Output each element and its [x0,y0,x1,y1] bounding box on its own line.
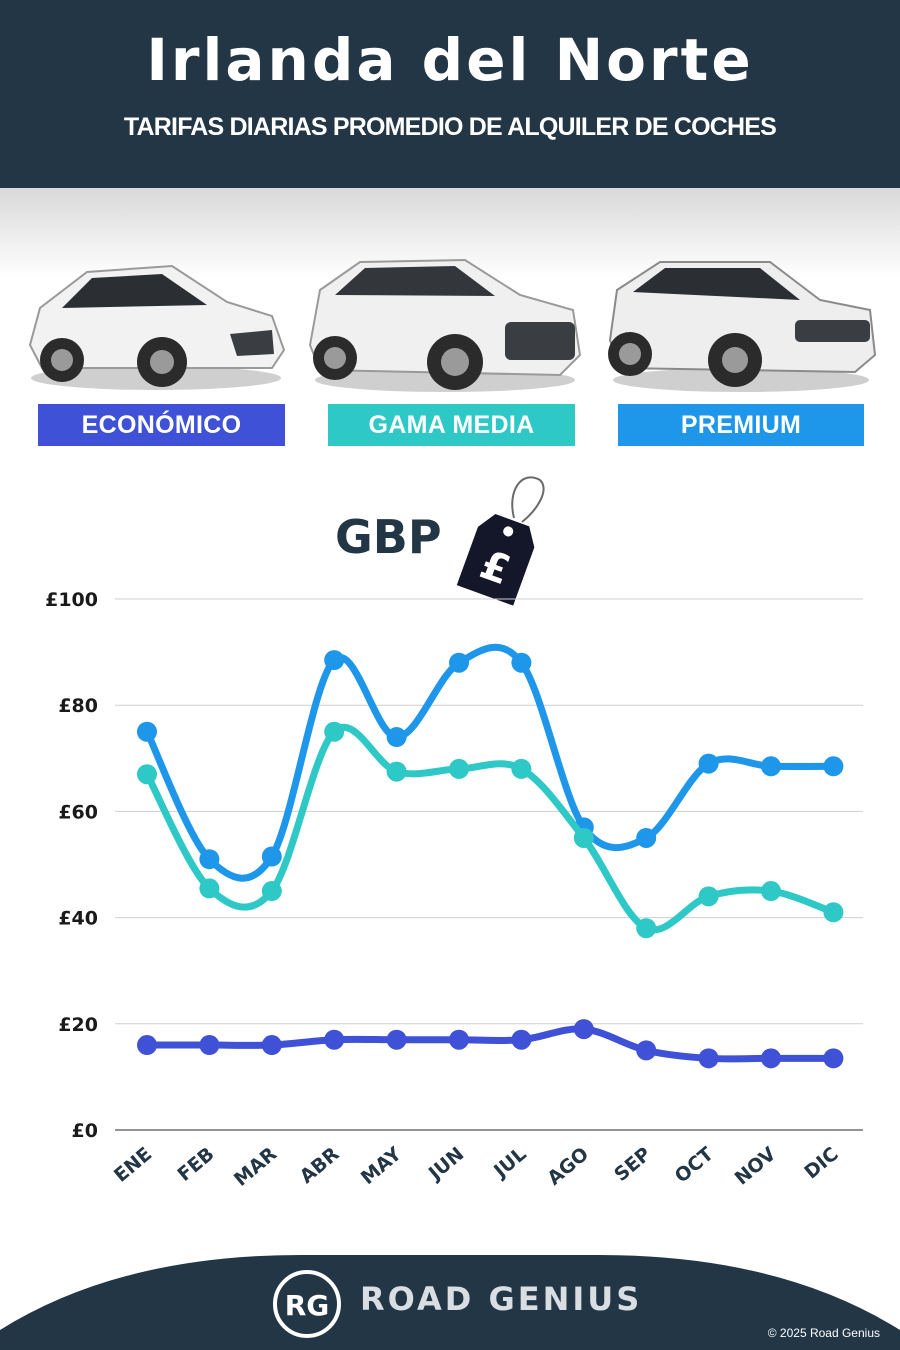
x-tick-label: MAR [230,1143,281,1191]
data-point-gama-media [511,758,532,779]
data-point-gama-media [137,764,157,785]
data-point-econ-mico [823,1048,844,1069]
data-point-econ-mico [137,1035,157,1056]
data-point-econ-mico [386,1029,407,1050]
line-chart: £0 £20 £40 £60 £80 £100 ENE FEB MAR ABR MAY JUN JUL A… [45,589,863,1191]
data-point-gama-media [823,902,844,923]
data-point-premium [823,756,844,777]
data-point-econ-mico [698,1048,719,1069]
brand-name: ROAD GENIUS [360,1280,643,1318]
data-point-gama-media [698,886,719,907]
data-point-econ-mico [636,1040,657,1061]
data-point-econ-mico [449,1029,469,1050]
currency-label: GBP [335,510,442,564]
data-point-gama-media [386,761,407,782]
x-tick-label: NOV [731,1143,781,1190]
y-tick-label: £20 [58,1014,98,1036]
data-point-premium [261,846,282,867]
category-label-premium: PREMIUM [618,404,864,446]
data-point-econ-mico [573,1019,594,1040]
data-point-econ-mico [511,1029,532,1050]
data-point-econ-mico [199,1035,220,1056]
data-point-premium [449,652,469,673]
x-tick-label: JUN [423,1143,468,1186]
x-tick-label: FEB [173,1143,218,1186]
luxury-suv-car-image [608,261,877,392]
category-label-economico: ECONÓMICO [38,404,285,446]
footer-bar [0,1255,900,1350]
y-tick-label: £60 [58,801,98,823]
x-tick-label: ABR [296,1143,344,1188]
header-banner: Irlanda del Norte TARIFAS DIARIAS PROMED… [0,0,900,188]
data-point-gama-media [573,827,594,848]
category-label-gama-media: GAMA MEDIA [328,404,575,446]
data-point-gama-media [261,881,282,902]
svg-text:RG: RG [285,1289,330,1322]
x-tick-label: DIC [800,1143,842,1184]
x-tick-label: OCT [671,1143,718,1188]
data-point-gama-media [324,721,345,742]
y-tick-label: £0 [72,1120,98,1142]
x-tick-label: AGO [543,1143,593,1190]
y-tick-label: £100 [45,589,98,611]
x-tick-label: ENE [110,1143,156,1187]
data-point-premium [386,727,407,748]
x-tick-label: SEP [610,1143,655,1186]
pound-price-tag-icon: £ [456,476,545,606]
x-tick-label: JUL [488,1143,530,1183]
data-point-econ-mico [324,1029,345,1050]
data-point-premium [199,849,220,870]
data-point-premium [324,650,345,671]
y-tick-label: £80 [58,695,98,717]
data-point-econ-mico [261,1035,282,1056]
copyright-text: © 2025 Road Genius [767,1326,880,1340]
data-point-premium [636,827,657,848]
data-point-premium [761,756,781,777]
data-point-gama-media [636,918,657,939]
road-genius-logo-icon: RG [273,1270,341,1338]
x-tick-label: MAY [357,1143,406,1189]
data-point-gama-media [761,881,781,902]
data-point-premium [511,652,532,673]
page-title: Irlanda del Norte [146,26,754,94]
data-point-premium [137,721,157,742]
data-point-econ-mico [761,1048,781,1069]
y-tick-label: £40 [58,908,98,930]
hatchback-car-image [28,264,286,390]
series-line-econ-mico [143,1025,837,1063]
data-point-gama-media [199,878,220,899]
page-subtitle: TARIFAS DIARIAS PROMEDIO DE ALQUILER DE … [123,113,777,141]
suv-car-image [308,258,582,392]
data-point-premium [698,753,719,774]
data-point-gama-media [449,758,469,779]
